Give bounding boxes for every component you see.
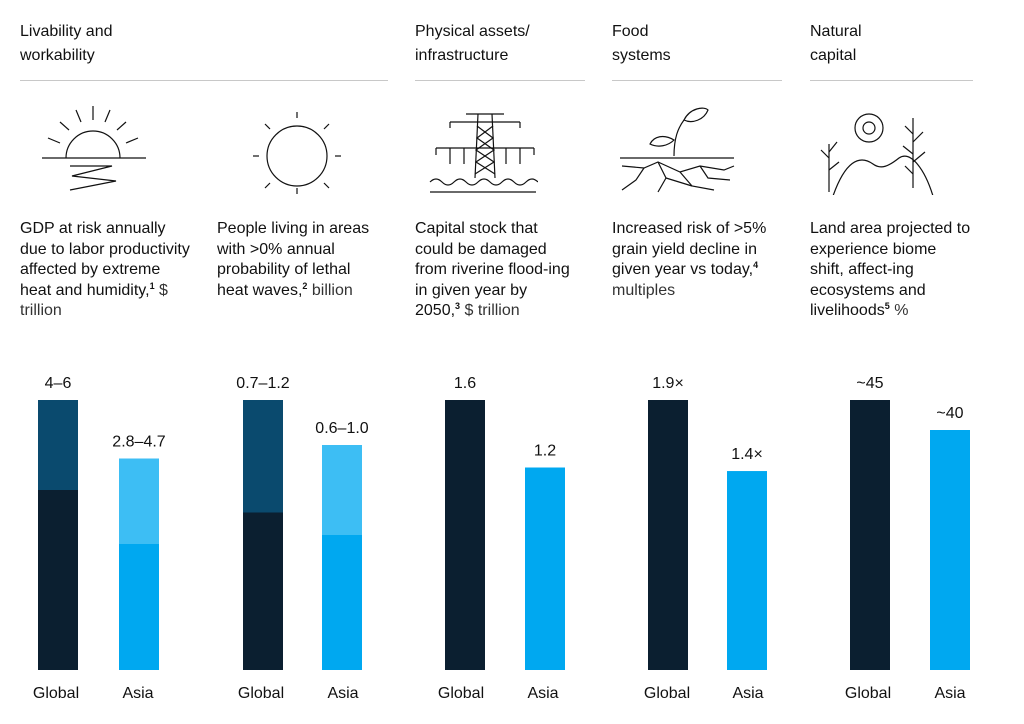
category-label-global-2: Global xyxy=(438,685,484,702)
category-label-global-3: Global xyxy=(644,685,690,702)
bar-asia-range-1 xyxy=(322,445,362,535)
panel-description-gdp-at-risk: GDP at risk annually due to labor produc… xyxy=(20,220,190,319)
bar-global-range-0 xyxy=(38,400,78,490)
sunset-heat-icon xyxy=(42,106,146,191)
category-title-livability: Livability and workability xyxy=(20,23,113,64)
value-label-global-4: ~45 xyxy=(856,375,883,392)
bar-global-low-0 xyxy=(38,490,78,670)
biome-landscape-icon xyxy=(820,113,934,195)
divider-physical-assets xyxy=(415,80,585,81)
bar-asia-low-0 xyxy=(119,544,159,670)
category-title-physical-assets: Physical assets/ infrastructure xyxy=(415,23,530,64)
bar-global-2 xyxy=(445,400,485,670)
divider-natural-capital xyxy=(810,80,973,81)
value-label-asia-4: ~40 xyxy=(936,405,963,422)
category-label-global-0: Global xyxy=(33,685,79,702)
category-title-food-systems: Food systems xyxy=(612,23,671,64)
value-label-global-1: 0.7–1.2 xyxy=(236,375,289,392)
value-label-asia-2: 1.2 xyxy=(534,443,556,460)
bar-asia-2 xyxy=(525,467,565,670)
panel-description-biome-shift: Land area projected to experience biome … xyxy=(810,220,971,319)
value-label-global-3: 1.9× xyxy=(652,375,684,392)
bar-asia-low-1 xyxy=(322,535,362,670)
category-label-asia-3: Asia xyxy=(732,685,763,702)
cracked-soil-sprout-icon xyxy=(620,107,735,193)
value-label-global-0: 4–6 xyxy=(45,375,72,392)
bar-global-low-1 xyxy=(243,512,283,670)
category-label-global-4: Global xyxy=(845,685,891,702)
divider-food-systems xyxy=(612,80,782,81)
category-label-asia-4: Asia xyxy=(934,685,965,702)
category-label-global-1: Global xyxy=(238,685,284,702)
panel-description-capital-stock: Capital stock that could be damaged from… xyxy=(415,220,570,319)
value-label-global-2: 1.6 xyxy=(454,375,476,392)
category-label-asia-0: Asia xyxy=(122,685,153,702)
bar-global-range-1 xyxy=(243,400,283,513)
category-label-asia-2: Asia xyxy=(527,685,558,702)
bar-asia-4 xyxy=(930,430,970,670)
category-label-asia-1: Asia xyxy=(327,685,358,702)
value-label-asia-1: 0.6–1.0 xyxy=(315,420,368,437)
transmission-tower-flood-icon xyxy=(429,113,538,193)
bar-global-4 xyxy=(850,400,890,670)
panel-description-grain-yield: Increased risk of >5% grain yield declin… xyxy=(612,220,767,299)
category-title-natural-capital: Natural capital xyxy=(810,23,862,64)
divider-livability xyxy=(20,80,388,81)
bar-global-3 xyxy=(648,400,688,670)
panel-description-lethal-heat: People living in areas with >0% annual p… xyxy=(217,220,370,299)
bar-asia-3 xyxy=(727,471,767,670)
bar-asia-range-0 xyxy=(119,458,159,544)
value-label-asia-3: 1.4× xyxy=(731,446,763,463)
value-label-asia-0: 2.8–4.7 xyxy=(112,434,165,451)
sun-icon xyxy=(253,112,341,194)
